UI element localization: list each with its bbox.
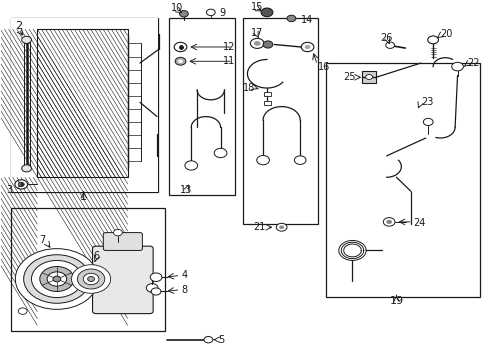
Circle shape [301,42,314,51]
Circle shape [254,41,261,46]
Text: 21: 21 [253,222,266,232]
Circle shape [83,273,99,285]
Circle shape [206,9,215,15]
Circle shape [174,42,187,51]
Circle shape [88,276,95,282]
Text: 9: 9 [219,8,225,18]
Text: 6: 6 [93,251,99,261]
Bar [11,18,158,192]
Circle shape [185,161,197,170]
Circle shape [22,165,31,172]
Circle shape [72,265,111,293]
Text: 14: 14 [301,14,314,24]
Bar [169,18,235,195]
Circle shape [287,15,296,22]
Circle shape [279,225,284,229]
Circle shape [276,223,287,231]
Circle shape [40,266,74,292]
Circle shape [114,229,122,236]
Text: 12: 12 [223,42,235,52]
Bar [264,91,271,96]
Bar [128,18,158,192]
Bar [243,18,318,224]
Circle shape [150,273,162,282]
Bar [37,177,128,192]
Circle shape [47,272,67,286]
Text: 19: 19 [390,296,404,306]
Circle shape [386,220,392,224]
Bar [11,18,37,192]
Circle shape [53,276,61,282]
Circle shape [214,148,227,158]
Text: 13: 13 [180,185,193,195]
Circle shape [18,182,24,186]
Text: 23: 23 [421,97,433,107]
Circle shape [250,39,264,48]
Text: 18: 18 [243,83,255,93]
Circle shape [261,8,273,17]
Text: 3: 3 [7,185,13,195]
Circle shape [175,57,186,65]
Text: 2: 2 [15,21,22,31]
Circle shape [383,217,395,226]
Circle shape [15,180,27,189]
Circle shape [305,45,311,49]
Circle shape [147,284,158,292]
Text: 4: 4 [181,270,188,280]
Text: 22: 22 [467,58,480,68]
Circle shape [263,41,273,48]
Bar [37,18,128,29]
Circle shape [366,75,372,80]
Circle shape [77,269,105,289]
Text: 15: 15 [251,2,264,12]
Circle shape [15,249,98,309]
Circle shape [178,59,183,63]
Text: 16: 16 [318,62,331,72]
Circle shape [24,255,90,303]
Circle shape [22,36,31,44]
Circle shape [428,36,439,44]
Text: 17: 17 [251,28,264,38]
Bar [37,29,128,177]
Text: 25: 25 [343,72,355,82]
Text: 26: 26 [381,33,393,43]
Circle shape [151,288,161,295]
Circle shape [179,10,188,17]
Circle shape [31,260,82,298]
Text: 20: 20 [441,30,453,40]
Bar [11,208,165,331]
Circle shape [294,156,306,165]
Circle shape [257,156,270,165]
Circle shape [423,118,433,126]
Circle shape [452,62,464,71]
Text: 10: 10 [171,3,183,13]
Text: 1: 1 [80,192,87,202]
Bar [264,100,271,105]
FancyBboxPatch shape [103,233,143,251]
Text: 8: 8 [181,285,188,295]
Circle shape [204,337,213,343]
Bar [326,63,480,297]
Text: 5: 5 [218,336,224,345]
Text: 24: 24 [414,217,426,228]
Text: 7: 7 [39,235,46,245]
Circle shape [386,42,394,48]
FancyBboxPatch shape [93,246,153,314]
Bar [362,71,376,83]
Circle shape [18,308,27,314]
Text: 11: 11 [223,56,235,66]
